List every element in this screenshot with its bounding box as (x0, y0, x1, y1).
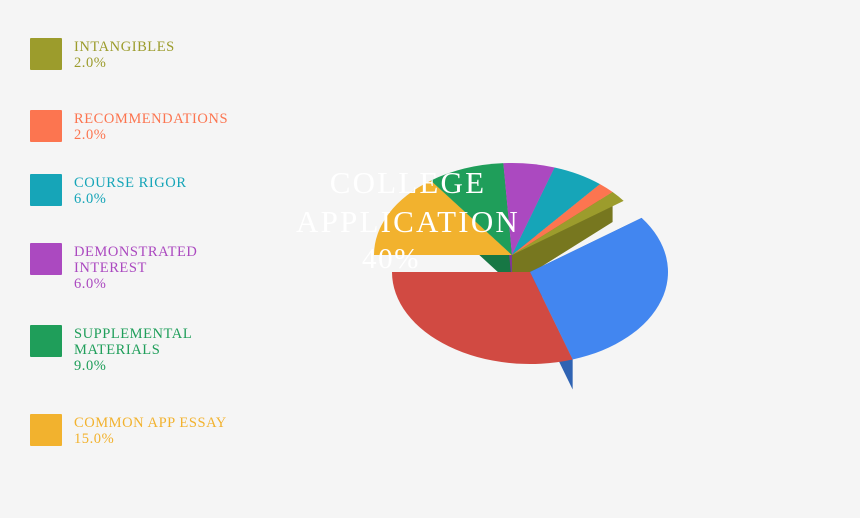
legend-item-supplemental-materials[interactable]: SUPPLEMENTAL MATERIALS 9.0% (30, 325, 192, 375)
pie-slice-common-app-essay[interactable] (374, 180, 512, 255)
legend-label: COURSE RIGOR (74, 175, 187, 191)
legend-text: RECOMMENDATIONS 2.0% (74, 110, 228, 143)
center-label-group: COLLEGE APPLICATION 40% (296, 165, 520, 275)
center-label-line2: APPLICATION (296, 204, 520, 239)
center-label-percent: 40% (362, 243, 420, 275)
pie-slice-unlabeled-red-segment[interactable] (391, 272, 573, 364)
pie-slice-supplemental-materials[interactable] (430, 163, 512, 255)
legend-value: 15.0% (74, 431, 115, 448)
legend-swatch-common-app-essay (30, 414, 62, 446)
legend-label: COMMON APP ESSAY (74, 415, 227, 431)
legend-text: DEMONSTRATED INTEREST 6.0% (74, 243, 197, 293)
legend-swatch-supplemental-materials (30, 325, 62, 357)
legend-label: INTANGIBLES (74, 39, 175, 55)
legend-label: RECOMMENDATIONS (74, 111, 229, 127)
legend-value: 6.0% (74, 276, 107, 293)
pie-slice-intangibles[interactable] (512, 192, 624, 255)
chart-legend: INTANGIBLES 2.0% RECOMMENDATIONS 2.0% CO… (0, 0, 300, 518)
legend-value: 2.0% (74, 127, 107, 144)
legend-text: COMMON APP ESSAY 15.0% (74, 414, 227, 447)
pie-slice-unlabeled-blue-segment[interactable] (530, 217, 668, 360)
legend-label: SUPPLEMENTAL MATERIALS (74, 326, 193, 359)
legend-value: 2.0% (74, 55, 107, 72)
legend-text: COURSE RIGOR 6.0% (74, 174, 187, 207)
legend-item-recommendations[interactable]: RECOMMENDATIONS 2.0% (30, 110, 228, 143)
legend-swatch-demonstrated-interest (30, 243, 62, 275)
legend-value: 6.0% (74, 191, 107, 208)
legend-swatch-recommendations (30, 110, 62, 142)
legend-swatch-intangibles (30, 38, 62, 70)
pie-slice-tops (374, 162, 668, 364)
legend-item-intangibles[interactable]: INTANGIBLES 2.0% (30, 38, 175, 71)
legend-swatch-course-rigor (30, 174, 62, 206)
pie-slice-course-rigor[interactable] (512, 167, 600, 255)
center-label-line1: COLLEGE (330, 165, 487, 200)
legend-label: DEMONSTRATED INTEREST (74, 244, 198, 277)
legend-value: 9.0% (74, 358, 107, 375)
legend-text: INTANGIBLES 2.0% (74, 38, 175, 71)
legend-text: SUPPLEMENTAL MATERIALS 9.0% (74, 325, 192, 375)
legend-item-course-rigor[interactable]: COURSE RIGOR 6.0% (30, 174, 187, 207)
pie-slice-demonstrated-interest[interactable] (503, 162, 555, 255)
legend-item-demonstrated-interest[interactable]: DEMONSTRATED INTEREST 6.0% (30, 243, 197, 293)
legend-item-common-app-essay[interactable]: COMMON APP ESSAY 15.0% (30, 414, 227, 447)
pie-slice-recommendations[interactable] (512, 184, 613, 255)
